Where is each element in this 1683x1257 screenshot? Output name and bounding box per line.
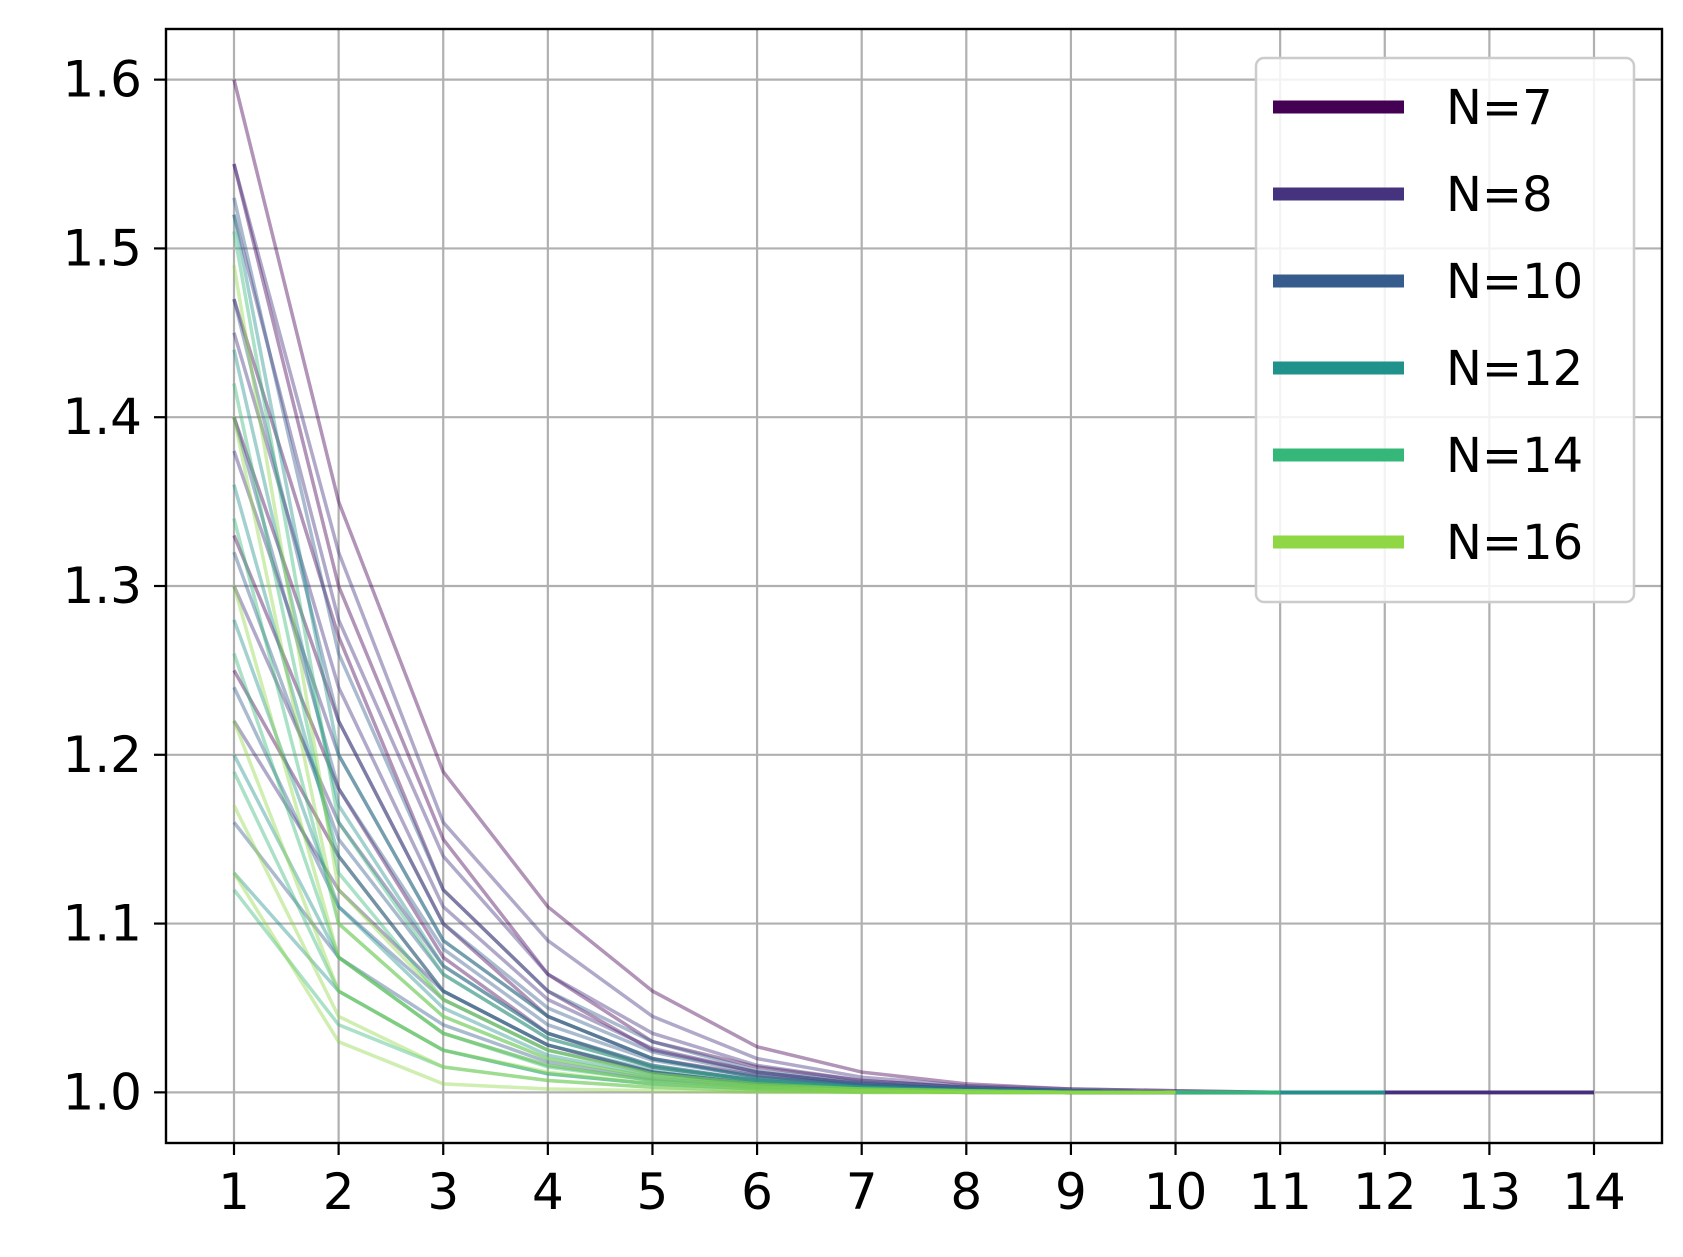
series-run-line [232, 753, 1385, 1095]
series-group [232, 214, 1385, 1095]
series-run-line [232, 669, 1594, 1095]
series-group [232, 197, 1385, 1095]
series-run-line [232, 484, 1385, 1095]
y-tick-label: 1.6 [62, 51, 142, 109]
series-run-line [232, 298, 1594, 1095]
legend-label: N=12 [1446, 341, 1583, 397]
x-tick-label: 4 [532, 1163, 564, 1221]
x-tick-label: 8 [950, 1163, 982, 1221]
series-run-line [232, 770, 1281, 1095]
y-tick-label: 1.1 [62, 895, 142, 953]
x-tick-label: 12 [1353, 1163, 1417, 1221]
series-run-line [232, 585, 1176, 1095]
series-run-line [232, 416, 1176, 1095]
series-group [232, 163, 1594, 1095]
series-run-line [232, 871, 1385, 1095]
series-run-line [232, 197, 1385, 1095]
series-run-line [232, 652, 1281, 1095]
y-tick-label: 1.4 [62, 388, 142, 446]
legend-label: N=7 [1446, 80, 1553, 136]
series-run-line [232, 720, 1176, 1095]
series-run-line [232, 686, 1385, 1095]
x-axis-ticks: 1 2 3 4 5 6 7 8 9 10 11 12 13 14 [218, 1143, 1626, 1221]
series-group [232, 231, 1281, 1095]
series-group [232, 265, 1176, 1095]
legend-label: N=16 [1446, 515, 1583, 571]
series-run-line [232, 888, 1281, 1095]
series-run-line [232, 416, 1385, 1095]
series-run-line [232, 416, 1594, 1095]
series-lines [232, 79, 1594, 1095]
series-run-line [232, 585, 1594, 1095]
x-tick-label: 2 [323, 1163, 355, 1221]
series-group [232, 79, 1594, 1095]
y-tick-label: 1.0 [62, 1063, 142, 1121]
x-tick-label: 11 [1248, 1163, 1312, 1221]
legend-label: N=14 [1446, 428, 1583, 484]
y-tick-label: 1.2 [62, 726, 142, 784]
x-tick-label: 9 [1055, 1163, 1087, 1221]
series-run-line [232, 720, 1594, 1095]
series-run-line [232, 231, 1281, 1095]
x-tick-label: 3 [427, 1163, 459, 1221]
series-run-line [232, 163, 1594, 1095]
series-run-line [232, 518, 1281, 1095]
series-run-line [232, 821, 1385, 1095]
x-tick-label: 6 [741, 1163, 773, 1221]
series-run-line [232, 534, 1594, 1095]
series-run-line [232, 265, 1176, 1095]
x-tick-label: 13 [1458, 1163, 1522, 1221]
y-tick-label: 1.5 [62, 219, 142, 277]
series-run-line [232, 163, 1594, 1095]
x-tick-label: 1 [218, 1163, 250, 1221]
series-run-line [232, 214, 1594, 1095]
series-run-line [232, 871, 1176, 1095]
series-run-line [232, 383, 1281, 1095]
series-run-line [232, 450, 1594, 1095]
series-run-line [232, 214, 1385, 1095]
series-run-line [232, 332, 1594, 1095]
y-tick-label: 1.3 [62, 557, 142, 615]
legend-label: N=10 [1446, 254, 1583, 310]
x-tick-label: 7 [846, 1163, 878, 1221]
series-run-line [232, 619, 1385, 1095]
x-tick-label: 10 [1144, 1163, 1208, 1221]
x-tick-label: 5 [637, 1163, 669, 1221]
legend: N=7 N=8 N=10 N=12 N=14 N=16 [1254, 56, 1636, 604]
series-run-line [232, 349, 1385, 1095]
x-tick-label: 14 [1562, 1163, 1626, 1221]
y-axis-ticks: 1.0 1.1 1.2 1.3 1.4 1.5 1.6 [62, 51, 166, 1121]
legend-label: N=8 [1446, 167, 1553, 223]
series-run-line [232, 804, 1176, 1095]
series-run-line [232, 298, 1385, 1095]
series-run-line [232, 79, 1594, 1095]
series-run-line [232, 551, 1385, 1095]
